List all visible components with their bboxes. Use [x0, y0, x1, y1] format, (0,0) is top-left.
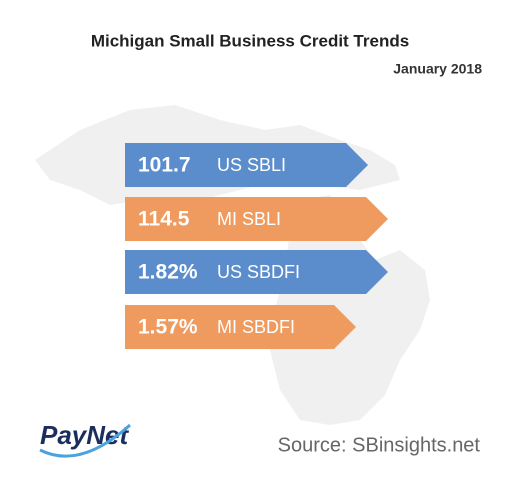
- logo-swoosh: [39, 423, 132, 458]
- indicator-label: MI SBDFI: [217, 317, 295, 337]
- arrow-banner: [125, 197, 388, 241]
- arrow-banner: [125, 305, 356, 349]
- indicator-label: US SBDFI: [217, 262, 300, 282]
- logo: PayNet: [39, 420, 132, 458]
- logo-text: PayNet: [40, 420, 129, 450]
- indicator-label: US SBLI: [217, 155, 286, 175]
- title: Michigan Small Business Credit Trends: [91, 31, 409, 50]
- indicator-value: 1.57%: [138, 316, 198, 339]
- arrow-banner: [125, 250, 388, 294]
- indicator-label: MI SBLI: [217, 209, 281, 229]
- indicator-value: 101.7: [138, 154, 191, 177]
- source: Source: SBinsights.net: [278, 434, 481, 456]
- indicator-list: 101.7 US SBLI 114.5 MI SBLI 1.82% US SBDFI 1.5…: [125, 143, 388, 349]
- arrow-banner: [125, 143, 368, 187]
- subtitle: January 2018: [393, 61, 482, 77]
- indicator-value: 114.5: [138, 208, 190, 231]
- indicator-value: 1.82%: [138, 261, 198, 284]
